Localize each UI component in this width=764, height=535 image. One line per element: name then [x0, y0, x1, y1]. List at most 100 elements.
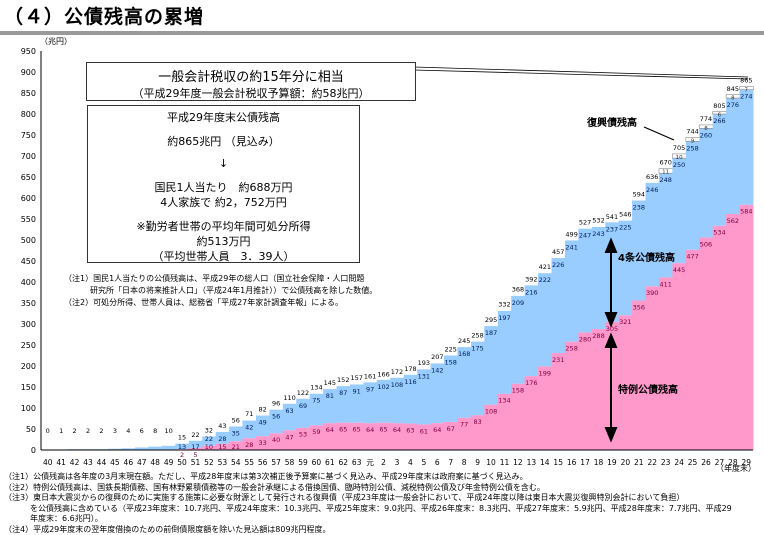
tokurei-arrow-icon	[604, 332, 618, 443]
kensetsu-value-label: 216	[525, 288, 537, 296]
tokurei-value-label: 65	[339, 426, 347, 434]
y-tick-label: 850	[21, 89, 36, 98]
kensetsu-bar	[376, 379, 391, 423]
tokurei-value-label: 83	[473, 418, 481, 426]
x-tick-label: 62	[338, 458, 348, 467]
tokurei-value-label: 321	[619, 318, 631, 326]
x-tick-label: 52	[204, 458, 214, 467]
total-label: 178	[404, 365, 416, 373]
tokurei-value-label: 288	[592, 332, 604, 340]
tokurei-bar	[470, 415, 485, 450]
y-tick-label: 150	[21, 383, 36, 392]
tokurei-bar	[349, 422, 364, 450]
y-tick-label: 600	[21, 194, 36, 203]
tokurei-value-label: 134	[498, 397, 510, 405]
total-label: 166	[377, 370, 389, 378]
total-label: 71	[245, 410, 253, 418]
total-label: 744	[686, 128, 698, 136]
tokurei-bar	[229, 441, 244, 450]
kensetsu-value-label: 276	[727, 101, 739, 109]
x-tick-label: 10	[486, 458, 496, 467]
tokurei-bar	[309, 425, 324, 450]
y-tick-label: 0	[31, 446, 36, 455]
kensetsu-bar	[296, 398, 311, 428]
x-tick-label: 28	[728, 458, 738, 467]
tokurei-bar	[578, 332, 593, 450]
total-label: 43	[218, 422, 226, 430]
x-tick-label: 21	[634, 458, 644, 467]
summary-income: 約513万円	[196, 235, 251, 248]
x-tick-label: 47	[137, 458, 147, 467]
tokurei-bar	[484, 404, 499, 450]
total-label: 774	[700, 115, 712, 123]
tokurei-bar	[511, 383, 526, 450]
kensetsu-bar	[108, 448, 123, 450]
tokurei-value-label: 10	[205, 443, 213, 451]
tokurei-value-label: 67	[447, 425, 455, 433]
tokurei-value-label: 15	[218, 443, 226, 451]
kensetsu-value-label: 158	[445, 359, 457, 367]
tokurei-label: 特例公債残高	[618, 385, 678, 396]
x-tick-label: 11	[500, 458, 510, 467]
kensetsu-value-label: 226	[552, 261, 564, 269]
total-label: 207	[431, 353, 443, 361]
y-tick-label: 700	[21, 152, 36, 161]
tokurei-bar	[538, 366, 552, 450]
summary-income-note: ※勤労者世帯の平均年間可処分所得	[136, 220, 311, 233]
x-tick-label: 17	[580, 458, 590, 467]
tokurei-bar	[188, 447, 203, 450]
box-notes: （注1）国民1人当たりの公債残高は、平成29年の総人口（国立社会保障・人口問題 …	[64, 273, 377, 309]
total-label: 845	[727, 85, 739, 93]
tokurei-value-label: 477	[686, 253, 698, 261]
x-tick-label: 61	[325, 458, 335, 467]
y-tick-label: 550	[21, 215, 36, 224]
total-label: 4	[126, 427, 130, 435]
summary-total: 約865兆円 （見込み）	[167, 135, 280, 148]
kensetsu-bar	[242, 420, 257, 439]
tokurei-bar	[591, 329, 606, 450]
tokurei-value-label: 63	[406, 427, 414, 435]
x-tick-label: 51	[191, 458, 201, 467]
total-label: 56	[232, 416, 240, 424]
x-tick-label: 19	[607, 458, 617, 467]
total-label: 865	[740, 77, 752, 85]
footnotes: （注1）公債残高は各年度の3月末現在額。ただし、平成28年度末は第3次補正後予算…	[4, 472, 759, 535]
tokurei-bar	[296, 427, 311, 450]
tokurei-bar	[658, 277, 673, 450]
kensetsu-bar	[672, 158, 687, 264]
total-label: 157	[350, 374, 362, 382]
total-label: 295	[485, 316, 497, 324]
tokurei-bar	[524, 376, 539, 450]
kensetsu-bar	[484, 326, 499, 405]
kensetsu-bar	[417, 369, 432, 425]
kensetsu-bar	[323, 389, 338, 424]
total-label: 145	[324, 379, 336, 387]
x-tick-label: 43	[83, 458, 93, 467]
total-label: 2	[73, 427, 77, 435]
kensetsu-value-label: 87	[339, 389, 347, 397]
kensetsu-value-label: 108	[391, 381, 403, 389]
tokurei-bar	[457, 417, 472, 450]
x-tick-label: 60	[312, 458, 322, 467]
y-tick-label: 650	[21, 173, 36, 182]
kensetsu-bar	[403, 374, 418, 424]
tokurei-bar	[685, 249, 700, 450]
kensetsu-bar	[564, 240, 579, 342]
tokurei-value-label: 5	[193, 451, 197, 459]
kensetsu-value-label: 22	[205, 435, 213, 443]
tokurei-value-label: 411	[659, 280, 671, 288]
kensetsu-value-label: 209	[512, 299, 524, 307]
x-tick-label: 50	[177, 458, 187, 467]
kensetsu-bar	[578, 228, 593, 333]
kensetsu-bar	[161, 445, 176, 450]
total-label: 457	[552, 248, 564, 256]
fukko-value-label: 10	[676, 155, 683, 161]
kensetsu-value-label: 28	[218, 435, 226, 443]
fukko-value-label: 11	[662, 170, 669, 176]
kensetsu-value-label: 131	[418, 372, 430, 380]
x-tick-label: 59	[298, 458, 308, 467]
kensetsu-bar	[215, 431, 230, 444]
fukko-value-label: 8	[704, 126, 708, 132]
x-tick-label: 40	[43, 458, 53, 467]
footnote: （注2）特例公債残高は、国鉄長期債務、国有林野累積債務等の一般会計承継による借換…	[4, 482, 545, 492]
